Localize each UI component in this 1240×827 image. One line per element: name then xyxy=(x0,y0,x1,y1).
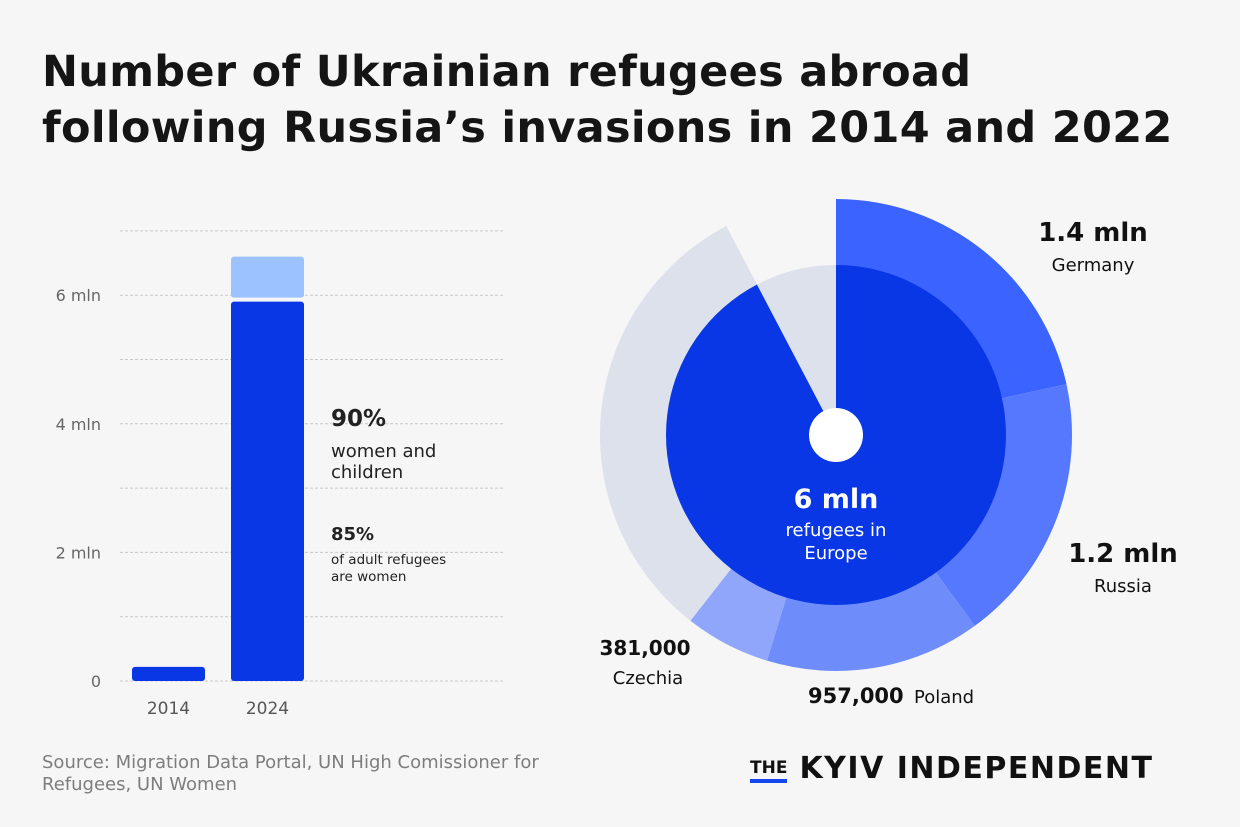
outer-slice-czechia xyxy=(690,567,787,661)
y-tick-label: 2 mln xyxy=(56,543,101,562)
center-line1: refugees in xyxy=(786,520,887,541)
annotation-85-line2: are women xyxy=(331,569,406,585)
chart-title: Number of Ukrainian refugees abroad follo… xyxy=(42,44,1173,156)
outer-slice-poland xyxy=(766,571,975,672)
bar-2024-segment-1 xyxy=(231,256,304,298)
poland-label: Poland xyxy=(914,687,974,708)
logo-name: KYIV INDEPENDENT xyxy=(799,751,1154,786)
donut-hole xyxy=(809,408,863,462)
annotation-90-line2: children xyxy=(331,462,403,483)
annotation-90: 90% women and children xyxy=(331,406,436,483)
center-value: 6 mln xyxy=(794,484,879,515)
annotation-90-value: 90% xyxy=(331,406,386,432)
bar-2014-segment-0 xyxy=(132,666,205,681)
y-tick-label: 0 xyxy=(91,672,101,691)
label-germany: 1.4 mln Germany xyxy=(1038,218,1148,276)
title-line-2: following Russia’s invasions in 2014 and… xyxy=(42,103,1173,153)
bar-2024-segment-0 xyxy=(231,301,304,681)
y-tick-label: 6 mln xyxy=(56,286,101,305)
annotation-85: 85% of adult refugees are women xyxy=(331,524,446,585)
kyiv-independent-logo: THE KYIV INDEPENDENT xyxy=(750,753,1153,785)
inner-slice-remainder xyxy=(756,265,836,435)
source-note: Source: Migration Data Portal, UN High C… xyxy=(42,752,539,795)
title-line-1: Number of Ukrainian refugees abroad xyxy=(42,47,972,97)
y-tick-label: 4 mln xyxy=(56,415,101,434)
russia-value: 1.2 mln xyxy=(1068,539,1178,569)
bar-y-axis: 0 2 mln 4 mln 6 mln xyxy=(56,286,101,691)
czechia-label: Czechia xyxy=(613,668,683,689)
bar-gridlines xyxy=(120,230,505,682)
annotation-85-line1: of adult refugees xyxy=(331,552,446,568)
czechia-value: 381,000 xyxy=(599,636,690,660)
outer-slice-other xyxy=(599,226,758,621)
bar-x-axis: 2014 2024 xyxy=(147,699,289,719)
poland-value: 957,000 xyxy=(808,684,904,708)
label-poland: 957,000 Poland xyxy=(808,684,974,708)
germany-label: Germany xyxy=(1052,255,1135,276)
donut-center-label: 6 mln refugees in Europe xyxy=(786,484,887,564)
x-tick-label: 2014 xyxy=(147,699,190,719)
donut-chart xyxy=(599,199,1072,672)
center-line2: Europe xyxy=(804,543,867,564)
germany-value: 1.4 mln xyxy=(1038,218,1148,248)
russia-label: Russia xyxy=(1094,576,1152,597)
bars xyxy=(132,256,304,681)
x-tick-label: 2024 xyxy=(246,699,289,719)
label-russia: 1.2 mln Russia xyxy=(1068,539,1178,597)
outer-slice-russia xyxy=(935,384,1072,626)
annotation-85-value: 85% xyxy=(331,524,374,545)
logo-the: THE xyxy=(750,759,788,783)
outer-slice-germany xyxy=(836,199,1067,399)
annotation-90-line1: women and xyxy=(331,441,436,462)
label-czechia: 381,000 Czechia xyxy=(599,636,690,689)
